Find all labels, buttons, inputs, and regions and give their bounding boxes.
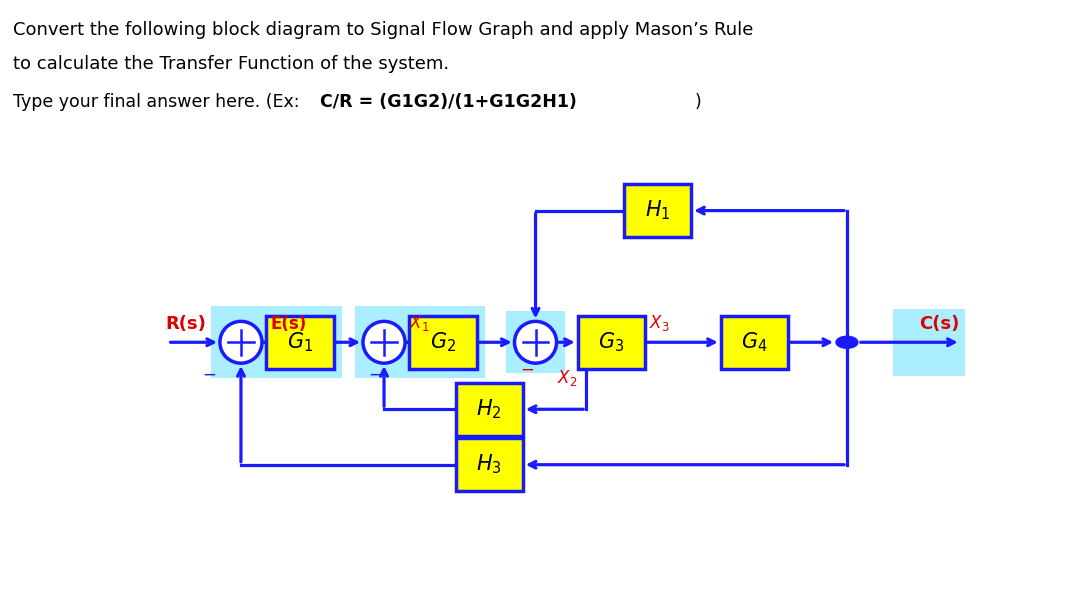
- Text: $H_2$: $H_2$: [477, 397, 502, 421]
- Text: $X_2$: $X_2$: [557, 368, 577, 388]
- Text: −: −: [368, 365, 382, 383]
- Bar: [721, 316, 788, 369]
- Circle shape: [836, 336, 858, 348]
- Text: $G_3$: $G_3$: [598, 331, 624, 354]
- Ellipse shape: [515, 322, 557, 363]
- Text: $X_3$: $X_3$: [649, 313, 670, 333]
- Text: $G_1$: $G_1$: [287, 331, 313, 354]
- Text: E(s): E(s): [270, 315, 306, 333]
- Text: ): ): [695, 93, 702, 111]
- Ellipse shape: [219, 322, 262, 363]
- Text: −: −: [520, 361, 534, 379]
- Text: $G_4$: $G_4$: [741, 331, 768, 354]
- Bar: [893, 309, 964, 376]
- Bar: [409, 316, 477, 369]
- Text: Type your final answer here. (Ex:: Type your final answer here. (Ex:: [13, 93, 305, 111]
- Bar: [212, 307, 342, 378]
- Bar: [354, 307, 485, 378]
- Bar: [578, 316, 645, 369]
- Text: $H_1$: $H_1$: [645, 199, 670, 223]
- Text: $G_2$: $G_2$: [430, 331, 456, 354]
- Bar: [456, 383, 523, 436]
- Text: $X_1$: $X_1$: [409, 313, 430, 333]
- Bar: [506, 311, 565, 373]
- Text: R(s): R(s): [166, 315, 206, 333]
- Text: C(s): C(s): [920, 315, 960, 333]
- Bar: [266, 316, 333, 369]
- Bar: [623, 184, 691, 237]
- Text: $H_3$: $H_3$: [477, 453, 502, 476]
- Bar: [456, 438, 523, 491]
- Ellipse shape: [363, 322, 405, 363]
- Text: C/R = (G1G2)/(1+G1G2H1): C/R = (G1G2)/(1+G1G2H1): [320, 93, 578, 111]
- Text: −: −: [202, 365, 216, 383]
- Text: Convert the following block diagram to Signal Flow Graph and apply Mason’s Rule: Convert the following block diagram to S…: [13, 21, 754, 39]
- Text: to calculate the Transfer Function of the system.: to calculate the Transfer Function of th…: [13, 55, 450, 73]
